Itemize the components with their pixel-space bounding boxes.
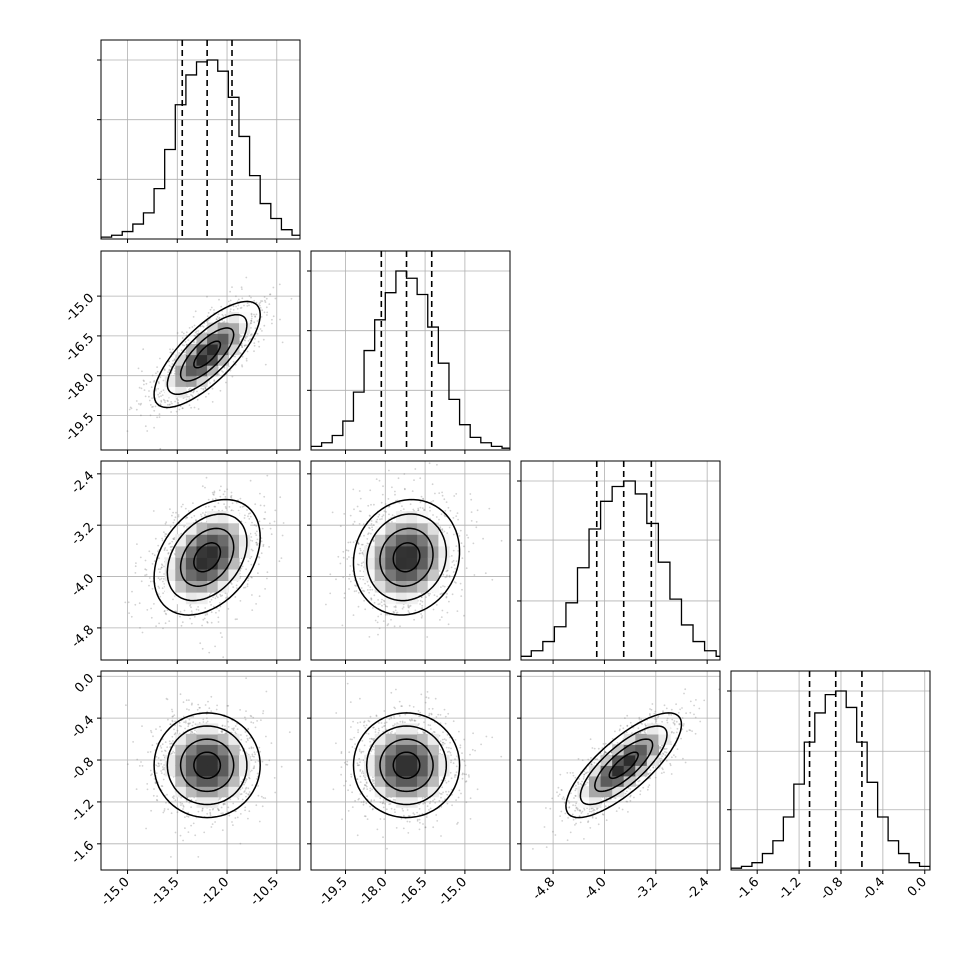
contour-0	[392, 542, 421, 573]
contour-1	[179, 527, 235, 587]
panel-3-0	[97, 670, 301, 874]
contour-0	[392, 751, 421, 780]
x-tick-label: -0.4	[860, 875, 889, 904]
x-tick-label: -13.5	[148, 875, 182, 909]
contours	[565, 712, 683, 819]
panel-1-0	[97, 250, 301, 454]
y-tick-label: -15.0	[63, 291, 97, 325]
contour-2	[166, 725, 248, 806]
y-tick-label: -16.5	[63, 331, 97, 365]
density-bins	[164, 723, 251, 808]
density-bins	[577, 723, 671, 808]
y-tick-label: -18.0	[63, 370, 97, 404]
panel-3-1	[307, 670, 511, 874]
contours	[153, 300, 261, 409]
x-tick-label: -19.5	[316, 875, 350, 909]
x-tick-label: -0.8	[818, 875, 847, 904]
panel-1-1	[307, 250, 511, 454]
contour-0	[193, 542, 222, 573]
panel-frame	[100, 39, 301, 240]
contour-0	[193, 751, 222, 780]
contour-3	[352, 498, 461, 616]
panel-frame	[310, 670, 511, 871]
panel-frame	[310, 460, 511, 661]
x-tick-label: -2.4	[684, 875, 713, 904]
x-tick-label: -18.0	[356, 875, 390, 909]
panel-2-1	[307, 460, 511, 664]
contour-2	[365, 725, 448, 806]
x-tick-label: -4.0	[581, 875, 610, 904]
y-tick-label: -0.4	[69, 713, 98, 742]
contour-2	[365, 513, 448, 602]
panel-2-0	[97, 460, 301, 664]
contour-3	[153, 498, 261, 616]
y-tick-label: -19.5	[63, 410, 97, 444]
panel-frame	[730, 670, 931, 871]
contour-1	[179, 738, 235, 793]
panel-2-2	[517, 460, 721, 664]
contour-1	[594, 738, 654, 793]
contour-2	[579, 725, 668, 806]
panel-0-0	[97, 39, 301, 243]
contour-1	[379, 738, 434, 793]
y-tick-label: -4.8	[69, 623, 98, 652]
contour-2	[166, 513, 248, 602]
y-tick-label: -3.2	[69, 520, 98, 549]
contours	[153, 712, 261, 819]
x-tick-label: -15.0	[436, 875, 470, 909]
contour-3	[565, 712, 683, 819]
panel-frame	[100, 250, 301, 451]
y-tick-label: -4.0	[69, 571, 98, 600]
panel-frame	[520, 460, 721, 661]
x-tick-label: -3.2	[633, 875, 662, 904]
x-tick-label: -10.5	[248, 875, 282, 909]
contour-1	[179, 327, 235, 382]
contours	[153, 498, 261, 616]
contour-0	[608, 751, 639, 780]
contour-3	[153, 300, 261, 409]
x-tick-label: 0.0	[905, 875, 930, 900]
contour-0	[193, 340, 222, 369]
y-tick-label: 0.0	[72, 671, 97, 696]
panel-frame	[520, 670, 721, 871]
x-tick-label: -1.2	[776, 875, 805, 904]
panel-frame	[100, 670, 301, 871]
panel-3-3	[727, 670, 931, 874]
y-tick-label: -0.8	[69, 755, 98, 784]
contour-1	[379, 527, 434, 587]
contour-2	[166, 313, 248, 396]
contours	[352, 498, 461, 616]
x-tick-label: -16.5	[396, 875, 430, 909]
panel-frame	[100, 460, 301, 661]
contour-3	[352, 712, 461, 819]
y-tick-label: -2.4	[69, 469, 98, 498]
x-tick-label: -12.0	[198, 875, 232, 909]
contour-3	[153, 712, 261, 819]
x-tick-label: -4.8	[530, 875, 559, 904]
density-bins	[364, 723, 450, 808]
panel-3-2	[517, 670, 721, 874]
x-tick-label: -15.0	[98, 875, 132, 909]
panel-frame	[310, 250, 511, 451]
x-tick-label: -1.6	[734, 875, 763, 904]
contours	[352, 712, 461, 819]
y-tick-label: -1.2	[69, 797, 98, 826]
y-tick-label: -1.6	[69, 839, 98, 868]
